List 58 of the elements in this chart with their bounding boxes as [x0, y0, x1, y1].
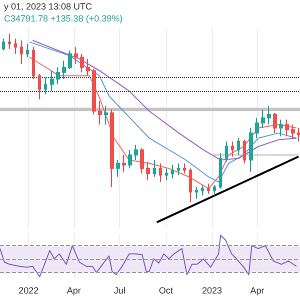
candlestick — [279, 119, 283, 137]
candlestick — [44, 76, 47, 95]
x-tick-label: 2022 — [18, 286, 39, 296]
candlestick — [140, 148, 144, 174]
candlestick — [285, 119, 289, 137]
x-tick-label: 2023 — [202, 286, 222, 296]
x-tick-label: Jul — [114, 286, 126, 296]
candlestick — [183, 162, 186, 174]
candlestick — [249, 128, 253, 172]
candlestick — [243, 139, 246, 164]
candlestick — [207, 183, 210, 194]
candlestick — [219, 152, 222, 190]
candlestick — [159, 162, 162, 182]
candlestick — [26, 43, 29, 58]
candlestick — [165, 168, 168, 181]
candlestick — [146, 161, 150, 181]
candlestick — [134, 144, 138, 161]
candlestick — [20, 40, 23, 64]
x-tick-label: Oct — [158, 286, 174, 296]
candlestick — [92, 68, 96, 116]
candlestick — [98, 100, 102, 126]
x-tick-label: Apr — [66, 286, 81, 296]
candlestick — [38, 74, 41, 100]
candlestick — [80, 53, 84, 73]
candlestick — [62, 60, 66, 80]
candlestick — [177, 162, 180, 176]
candlestick — [153, 160, 156, 178]
candlestick — [122, 154, 126, 172]
candlestick — [261, 108, 265, 128]
candlestick — [128, 149, 132, 169]
candlestick — [213, 184, 216, 196]
candlestick — [8, 33, 11, 50]
candlestick — [195, 186, 198, 200]
candlestick — [237, 138, 240, 156]
candlestick — [50, 70, 54, 92]
candlestick — [171, 164, 174, 180]
candlestick — [104, 106, 108, 126]
candlestick — [86, 58, 90, 76]
candlestick — [56, 66, 60, 85]
candlestick — [110, 108, 114, 188]
candlestick — [116, 160, 120, 178]
candlestick — [74, 46, 78, 64]
candlestick — [273, 112, 277, 134]
x-tick-label: Apr — [250, 286, 264, 296]
candlestick — [291, 124, 295, 139]
candlestick — [2, 38, 5, 52]
text: C34791.78 +135.38 (+0.39%) — [4, 14, 123, 24]
candlestick — [189, 168, 192, 203]
candlestick — [297, 128, 300, 142]
candlestick — [32, 46, 35, 80]
candlestick — [201, 184, 204, 196]
candlestick — [231, 140, 234, 158]
candlestick — [225, 140, 228, 162]
candlestick — [68, 50, 72, 70]
candlestick — [14, 38, 17, 54]
text: y 01, 2023 13:08 UTC — [4, 2, 93, 12]
candlestick — [267, 106, 271, 126]
candlestick — [255, 117, 259, 139]
